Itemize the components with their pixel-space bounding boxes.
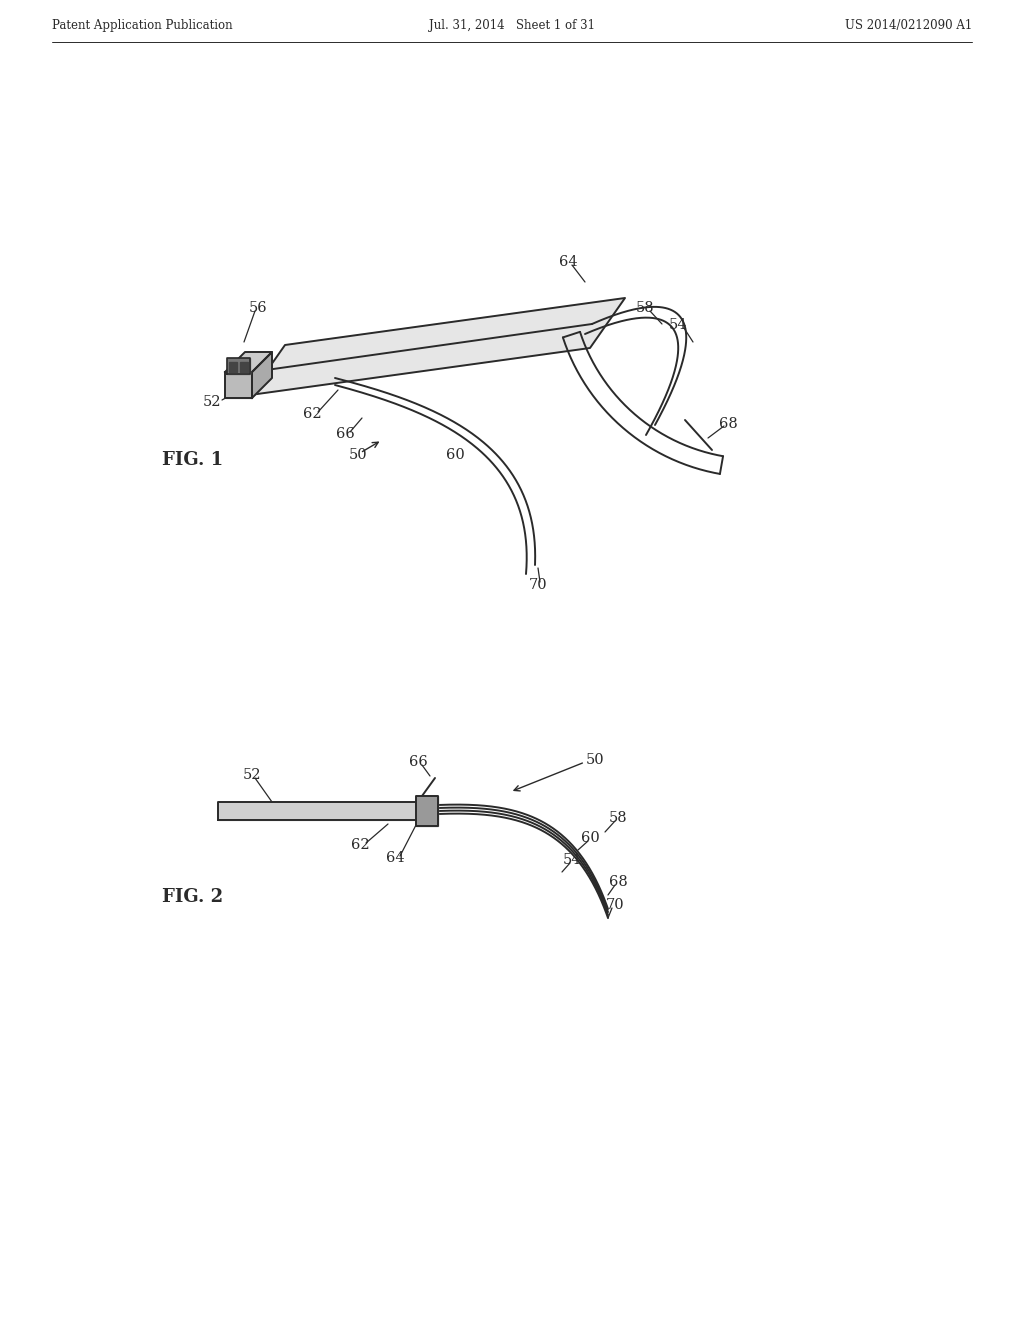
- Text: 68: 68: [608, 875, 628, 888]
- Text: 50: 50: [349, 447, 368, 462]
- Text: Jul. 31, 2014   Sheet 1 of 31: Jul. 31, 2014 Sheet 1 of 31: [429, 18, 595, 32]
- Polygon shape: [225, 352, 272, 372]
- Polygon shape: [252, 352, 272, 399]
- Text: FIG. 1: FIG. 1: [162, 451, 223, 469]
- Text: 58: 58: [636, 301, 654, 315]
- Text: 62: 62: [350, 838, 370, 851]
- Text: 60: 60: [581, 832, 599, 845]
- Text: 58: 58: [608, 810, 628, 825]
- Text: 64: 64: [386, 851, 404, 865]
- Text: 54: 54: [669, 318, 687, 333]
- Text: 70: 70: [605, 898, 625, 912]
- Text: 52: 52: [203, 395, 221, 409]
- Text: 66: 66: [336, 426, 354, 441]
- Text: Patent Application Publication: Patent Application Publication: [52, 18, 232, 32]
- Text: 62: 62: [303, 407, 322, 421]
- Text: 70: 70: [528, 578, 547, 591]
- Text: 68: 68: [719, 417, 737, 432]
- Text: 52: 52: [243, 768, 261, 781]
- Text: 56: 56: [249, 301, 267, 315]
- Text: 50: 50: [586, 752, 604, 767]
- Text: 54: 54: [563, 853, 582, 867]
- Polygon shape: [250, 298, 625, 395]
- Polygon shape: [218, 803, 422, 820]
- Polygon shape: [229, 362, 237, 372]
- Text: 64: 64: [559, 255, 578, 269]
- Text: FIG. 2: FIG. 2: [162, 888, 223, 906]
- Polygon shape: [416, 796, 438, 826]
- Text: US 2014/0212090 A1: US 2014/0212090 A1: [845, 18, 972, 32]
- Polygon shape: [240, 362, 248, 372]
- Text: 66: 66: [409, 755, 427, 770]
- Text: 60: 60: [445, 447, 464, 462]
- Polygon shape: [227, 358, 250, 374]
- Polygon shape: [225, 372, 252, 399]
